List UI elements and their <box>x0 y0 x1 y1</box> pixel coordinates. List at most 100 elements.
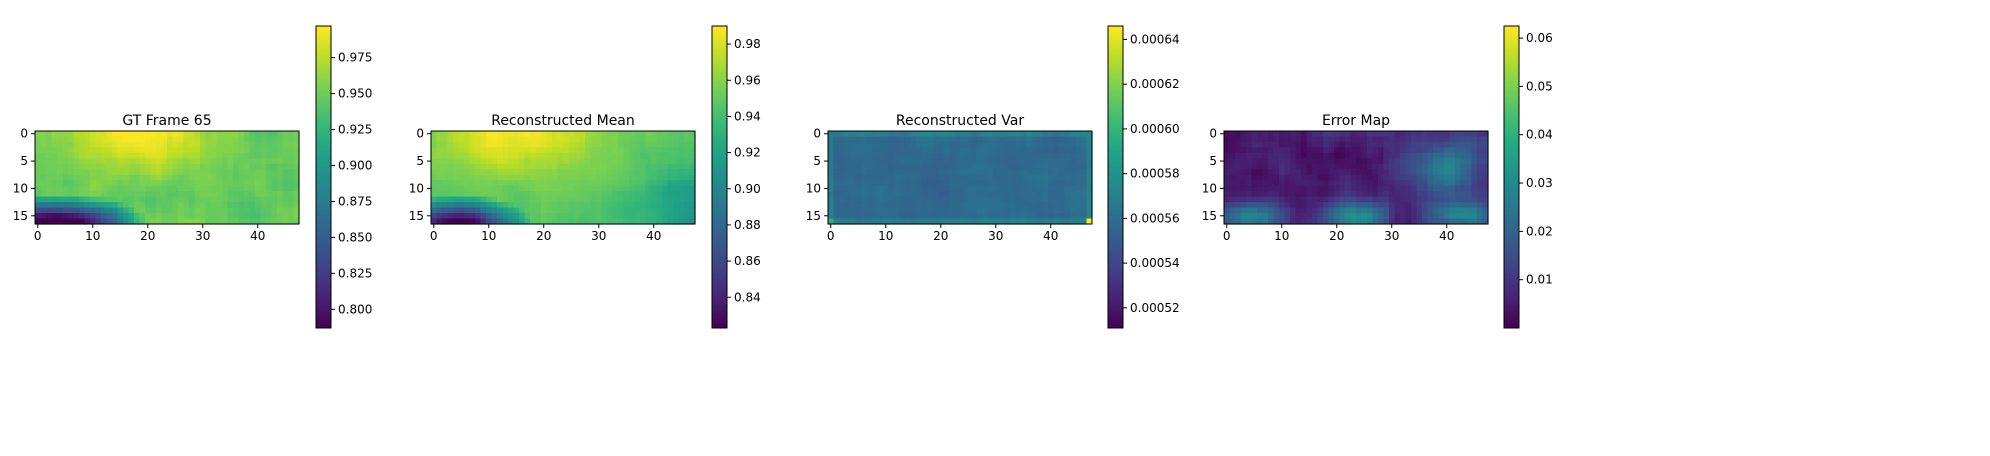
heatmap-cell <box>1427 191 1434 198</box>
heatmap-cell <box>200 180 207 187</box>
heatmap-cell <box>894 174 901 181</box>
heatmap-cell <box>998 136 1005 143</box>
heatmap-cell <box>877 147 884 154</box>
heatmap-cell <box>921 147 928 154</box>
heatmap-cell <box>987 218 994 225</box>
heatmap-cell <box>601 158 608 165</box>
heatmap-cell <box>921 218 928 225</box>
heatmap-cell <box>51 207 58 214</box>
heatmap-cell <box>546 158 553 165</box>
heatmap-cell <box>557 202 564 209</box>
heatmap-cell <box>689 163 696 170</box>
heatmap-cell <box>216 196 223 203</box>
heatmap-cell <box>112 169 119 176</box>
heatmap-cell <box>1015 152 1022 159</box>
heatmap-cell <box>57 196 64 203</box>
heatmap-cell <box>1290 180 1297 187</box>
heatmap-cell <box>1284 196 1291 203</box>
heatmap-cell <box>552 174 559 181</box>
heatmap-cell <box>1367 207 1374 214</box>
heatmap-cell <box>211 141 218 149</box>
heatmap-cell <box>596 218 603 225</box>
heatmap-cell <box>1416 131 1423 138</box>
heatmap-cell <box>1466 185 1473 192</box>
heatmap-cell <box>954 180 961 187</box>
heatmap-cell <box>255 202 262 209</box>
heatmap-cell <box>1433 207 1440 214</box>
heatmap-cell <box>1405 158 1412 165</box>
heatmap-cell <box>1438 218 1445 225</box>
heatmap-cell <box>910 141 917 149</box>
heatmap-cell <box>1400 185 1407 192</box>
heatmap-cell <box>57 136 64 143</box>
heatmap-cell <box>689 196 696 203</box>
heatmap-cell <box>51 131 58 138</box>
heatmap-cell <box>651 202 658 209</box>
heatmap-cell <box>651 147 658 154</box>
heatmap-cell <box>1224 163 1231 170</box>
heatmap-cell <box>1053 185 1060 192</box>
heatmap-cell <box>1053 202 1060 209</box>
heatmap-cell <box>123 202 130 209</box>
heatmap-cell <box>684 180 691 187</box>
heatmap-cell <box>475 191 482 198</box>
heatmap-cell <box>128 158 135 165</box>
heatmap-cell <box>1466 180 1473 187</box>
heatmap-cell <box>458 152 465 159</box>
heatmap-cell <box>1328 218 1335 225</box>
heatmap-cell <box>106 158 113 165</box>
heatmap-cell <box>194 136 201 143</box>
heatmap-cell <box>1312 185 1319 192</box>
heatmap-cell <box>1262 131 1269 138</box>
heatmap-cell <box>486 169 493 176</box>
heatmap-cell <box>1361 158 1368 165</box>
heatmap-cell <box>1279 158 1286 165</box>
heatmap-cell <box>183 147 190 154</box>
heatmap-cell <box>1059 163 1066 170</box>
heatmap-cell <box>1466 169 1473 176</box>
heatmap-cell <box>1246 218 1253 225</box>
heatmap-cell <box>651 131 658 138</box>
heatmap-cell <box>971 191 978 198</box>
heatmap-cell <box>689 174 696 181</box>
heatmap-cell <box>651 213 658 220</box>
heatmap-cell <box>211 213 218 220</box>
heatmap-cell <box>200 131 207 138</box>
heatmap-cell <box>872 174 879 181</box>
colorbar-tick-label: 0.975 <box>338 51 372 65</box>
heatmap-cell <box>167 131 174 138</box>
heatmap-cell <box>590 147 597 154</box>
heatmap-cell <box>266 163 273 170</box>
heatmap-cell <box>530 136 537 143</box>
heatmap-cell <box>689 180 696 187</box>
heatmap-cell <box>590 218 597 225</box>
heatmap-cell <box>949 218 956 225</box>
heatmap-cell <box>1026 131 1033 138</box>
heatmap-cell <box>976 147 983 154</box>
heatmap-cell <box>502 218 509 225</box>
heatmap-cell <box>1064 152 1071 159</box>
heatmap-cell <box>57 213 64 220</box>
heatmap-cell <box>1290 191 1297 198</box>
heatmap-cell <box>1290 169 1297 176</box>
heatmap-cell <box>508 158 515 165</box>
heatmap-cell <box>90 174 97 181</box>
heatmap-cell <box>1240 174 1247 181</box>
heatmap-cell <box>68 147 75 154</box>
heatmap-cell <box>123 152 130 159</box>
heatmap-cell <box>1229 158 1236 165</box>
heatmap-cell <box>684 152 691 159</box>
heatmap-cell <box>1460 180 1467 187</box>
heatmap-cell <box>1345 152 1352 159</box>
heatmap-cell <box>519 218 526 225</box>
heatmap-cell <box>1361 131 1368 138</box>
heatmap-cell <box>1328 191 1335 198</box>
heatmap-cell <box>453 196 460 203</box>
heatmap-cell <box>612 185 619 192</box>
heatmap-cell <box>1257 147 1264 154</box>
heatmap-cell <box>1433 147 1440 154</box>
heatmap-cell <box>183 152 190 159</box>
heatmap-cell <box>574 131 581 138</box>
heatmap-cell <box>1356 147 1363 154</box>
heatmap-cell <box>497 152 504 159</box>
